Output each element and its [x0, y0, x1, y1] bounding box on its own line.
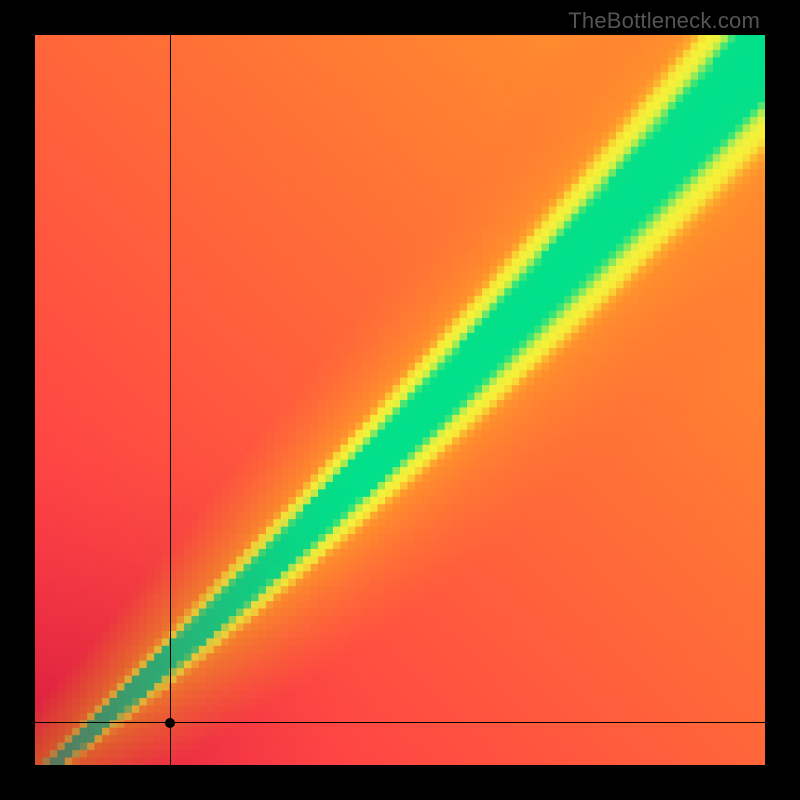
chart-container: TheBottleneck.com: [0, 0, 800, 800]
crosshair-marker: [165, 718, 175, 728]
watermark-text: TheBottleneck.com: [568, 8, 760, 34]
crosshair-horizontal: [35, 722, 765, 723]
heatmap-plot: [35, 35, 765, 765]
heatmap-canvas: [35, 35, 765, 765]
crosshair-vertical: [170, 35, 171, 765]
